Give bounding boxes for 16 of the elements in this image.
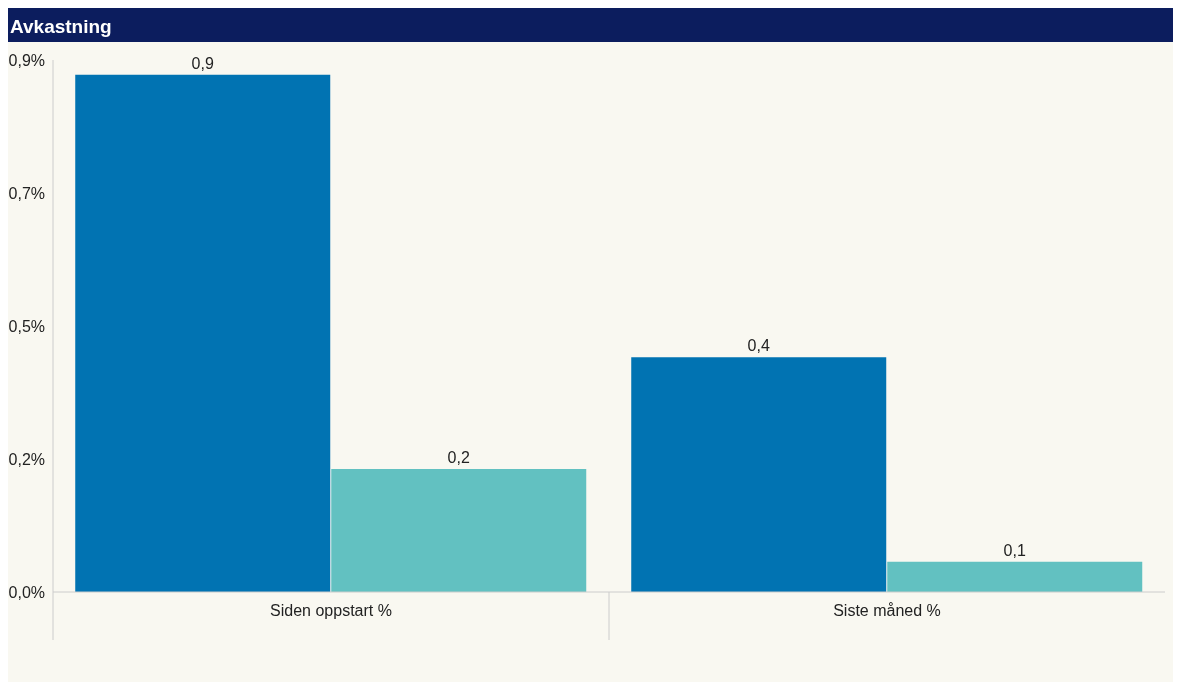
data-label: 0,9 [191,54,214,72]
y-tick-label: 0,5% [8,317,45,335]
bar [331,469,587,592]
x-tick-label: Siden oppstart % [270,602,392,619]
y-tick-label: 0,9% [8,51,45,69]
x-tick-label: Siste måned % [833,602,941,619]
bar [631,357,887,592]
data-label: 0,1 [1003,541,1026,559]
y-tick-label: 0,7% [8,184,45,202]
bar [887,561,1143,592]
y-tick-label: 0,2% [8,450,45,468]
data-label: 0,2 [447,449,470,467]
chart-title: Avkastning [8,8,1173,42]
y-tick-label: 0,0% [8,583,45,601]
bar [75,74,331,592]
data-label: 0,4 [747,337,770,355]
